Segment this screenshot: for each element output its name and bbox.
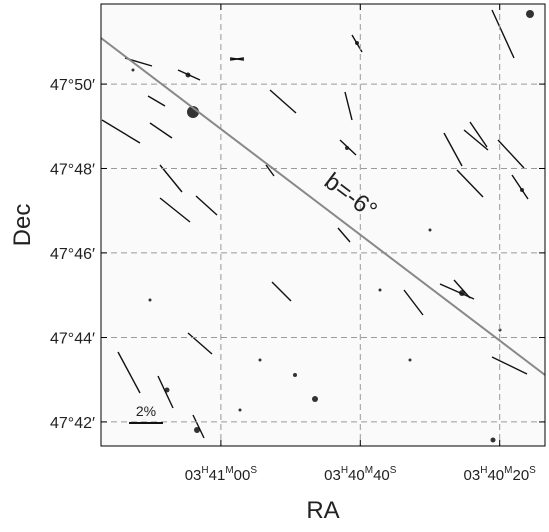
- x-tick-label: 03H41M00S: [185, 465, 258, 484]
- y-tick-label: 47°44′: [50, 331, 95, 348]
- y-tick-label: 47°46′: [50, 246, 95, 263]
- y-tick-label: 47°42′: [50, 415, 95, 432]
- y-tick-label: 47°50′: [50, 77, 95, 94]
- image-area: [101, 4, 545, 446]
- scale-label: 2%: [136, 403, 156, 419]
- galactic-latitude-line: [100, 37, 546, 376]
- x-tick-label: 03H40M20S: [464, 465, 537, 484]
- frame: [100, 3, 546, 447]
- y-tick-label: 47°48′: [50, 161, 95, 178]
- x-tick-label: 03H40M40S: [324, 465, 397, 484]
- y-axis-label: Dec: [9, 204, 36, 247]
- grid: [101, 4, 545, 446]
- polarization-vectors: [101, 9, 529, 439]
- x-axis-label: RA: [306, 497, 339, 524]
- star-field: [131, 10, 534, 443]
